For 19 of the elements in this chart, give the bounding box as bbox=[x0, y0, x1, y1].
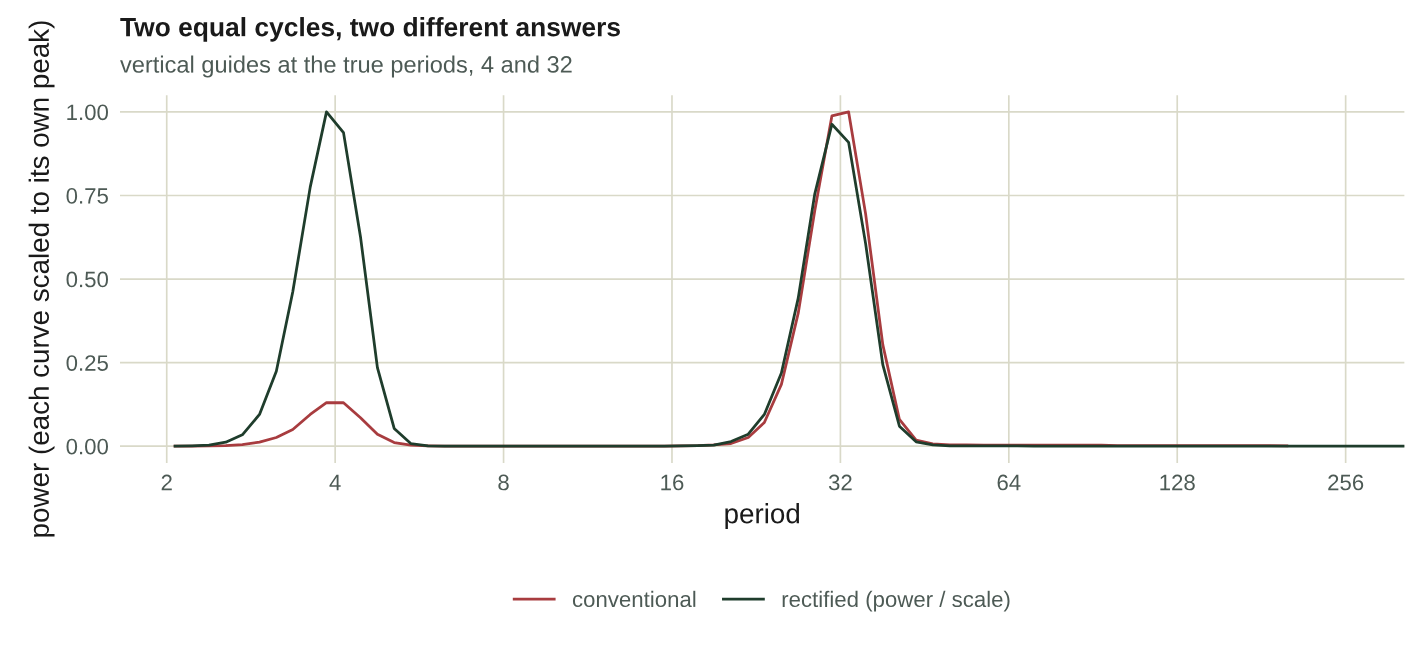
x-tick-label: 128 bbox=[1160, 474, 1195, 491]
legend-label: rectified (power / scale) bbox=[782, 590, 1010, 612]
chart-title: Two equal cycles, two different answers bbox=[120, 17, 620, 42]
y-tick-label: 0.25 bbox=[66, 355, 108, 371]
x-tick-label: 8 bbox=[498, 474, 509, 491]
x-tick-label: 256 bbox=[1328, 474, 1364, 491]
x-tick-label: 16 bbox=[661, 474, 684, 491]
chart-subtitle: vertical guides at the true periods, 4 and 32 bbox=[120, 55, 572, 78]
x-tick-label: 2 bbox=[161, 474, 172, 491]
y-axis-title: power (each curve scaled to its own peak) bbox=[28, 21, 55, 537]
legend-label: conventional bbox=[572, 590, 696, 608]
y-tick-label: 0.75 bbox=[66, 188, 108, 204]
x-tick-label: 32 bbox=[828, 474, 852, 491]
y-tick-label: 1.00 bbox=[67, 104, 109, 121]
x-tick-label: 4 bbox=[329, 474, 341, 491]
x-axis-title: period bbox=[725, 503, 800, 529]
y-tick-label: 0.50 bbox=[66, 271, 109, 288]
x-tick-label: 64 bbox=[997, 474, 1021, 491]
y-tick-label: 0.00 bbox=[66, 438, 109, 455]
